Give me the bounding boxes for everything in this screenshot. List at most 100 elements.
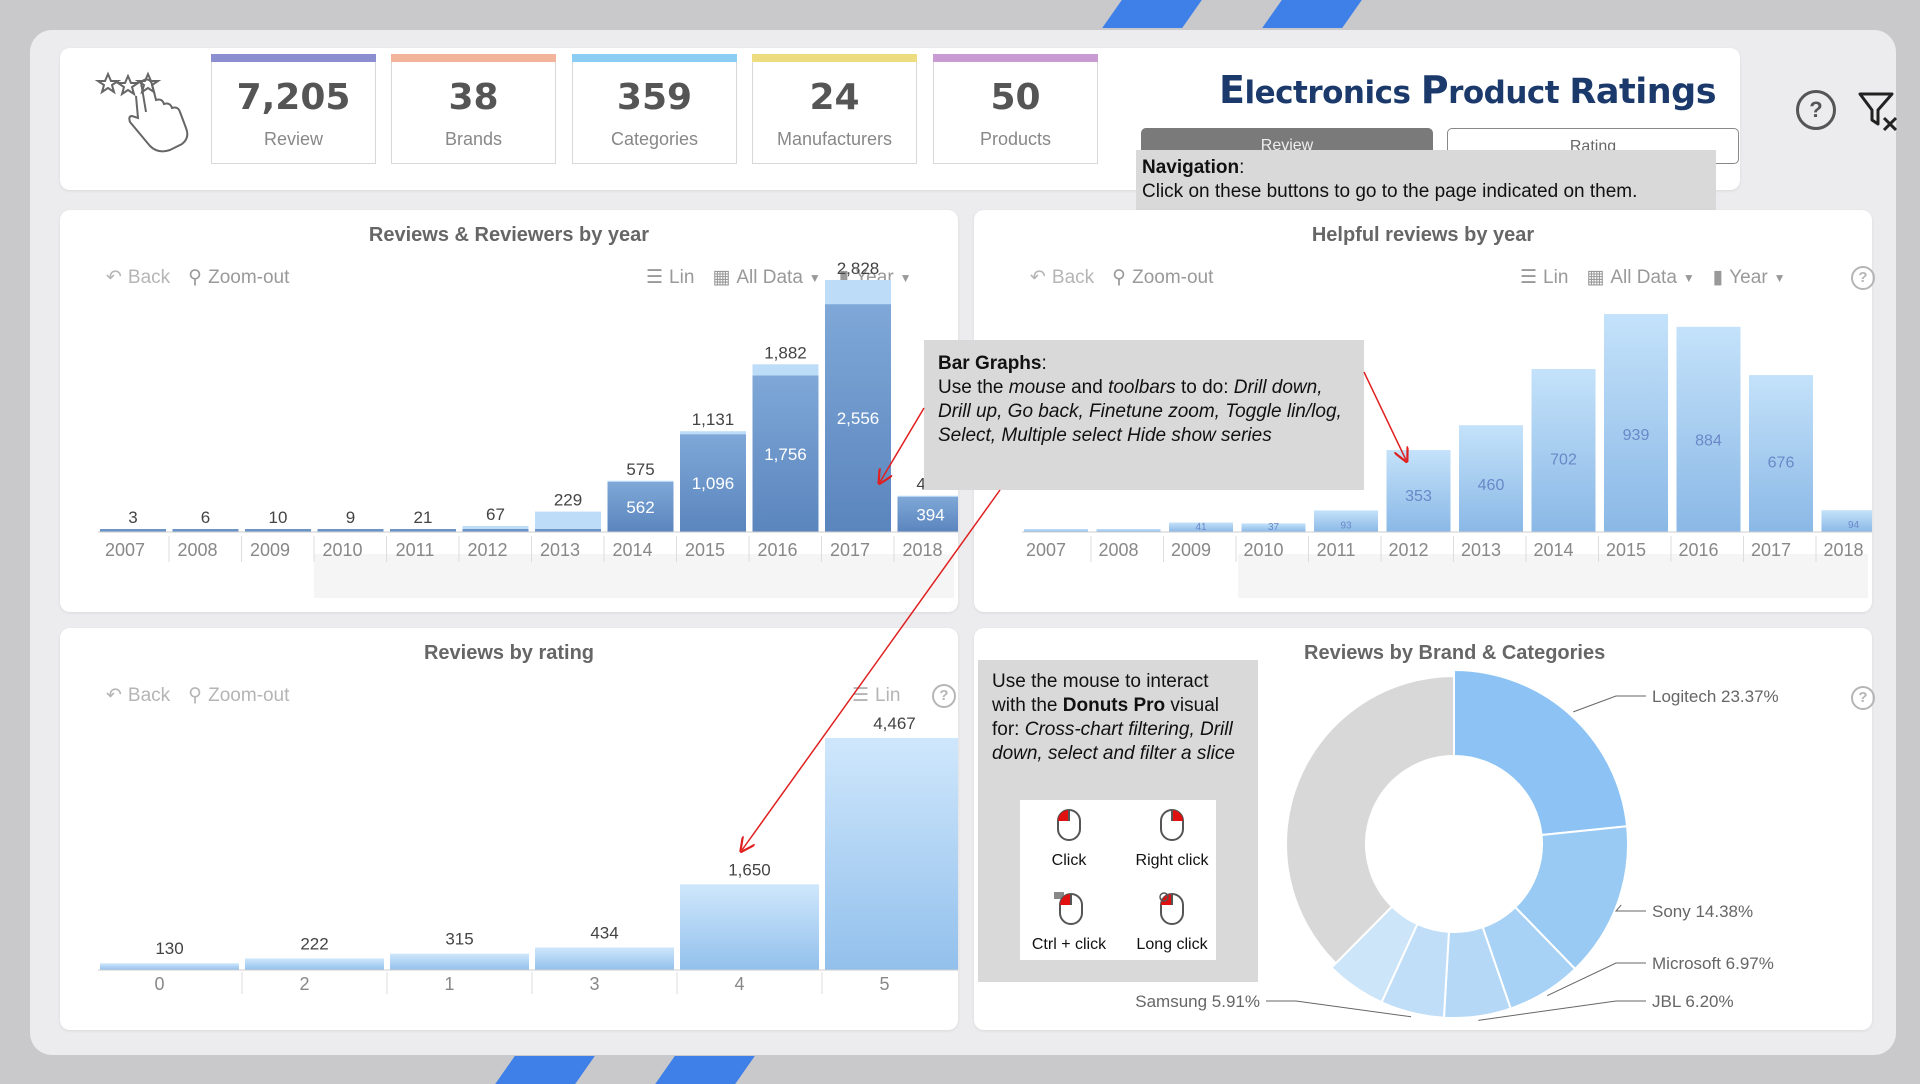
chart-toolbar: ↶ Back ⚲ Zoom-out bbox=[106, 266, 289, 289]
decorative-stripe bbox=[1262, 0, 1362, 28]
helpful-bar[interactable] bbox=[1169, 522, 1233, 532]
zoom-out-button[interactable]: Zoom-out bbox=[1132, 266, 1214, 288]
helpful-reviews-chart[interactable]: 2007 2008 41 2009 37 2010 93 2011 353 2012 460 2013… bbox=[974, 210, 1872, 612]
chart-toolbar-right: ☰ Lin ▦ All Data ▼ ▮ Year ▼ bbox=[1520, 266, 1786, 289]
reviewers-bar[interactable] bbox=[172, 529, 239, 532]
reviewers-bar[interactable] bbox=[680, 434, 746, 532]
zoom-out-button[interactable]: Zoom-out bbox=[208, 684, 290, 706]
title-part: E bbox=[1219, 68, 1245, 112]
rating-bar[interactable] bbox=[825, 738, 958, 970]
year-dropdown[interactable]: Year bbox=[1729, 266, 1768, 288]
back-button[interactable]: Back bbox=[127, 266, 171, 288]
donut-slice-label[interactable]: JBL 6.20% bbox=[1652, 992, 1734, 1011]
donut-slice-label[interactable]: Logitech 23.37% bbox=[1652, 687, 1779, 706]
reviews-value-label: 3 bbox=[128, 508, 137, 527]
x-tick-label: 2010 bbox=[1243, 540, 1283, 560]
x-tick-label: 2017 bbox=[1751, 540, 1791, 560]
mouse-action-label: Long click bbox=[1136, 936, 1208, 953]
all-data-dropdown[interactable]: All Data bbox=[1610, 266, 1677, 288]
x-tick-label: 2015 bbox=[685, 540, 725, 560]
chevron-down-icon[interactable]: ▼ bbox=[1682, 270, 1695, 285]
reviews-by-year-chart[interactable]: 3 2007 6 2008 10 2009 9 2010 21 2011 67 2012 229 2013… bbox=[60, 210, 958, 612]
tooltip-text-part: and bbox=[1065, 377, 1109, 398]
brand-donut-chart[interactable]: Logitech 23.37% Sony 14.38% Microsoft 6.97… bbox=[974, 628, 1872, 1030]
helpful-bar[interactable] bbox=[1821, 510, 1873, 532]
calendar-icon[interactable]: ▦ bbox=[1586, 267, 1605, 288]
zoom-out-button[interactable]: Zoom-out bbox=[208, 266, 290, 288]
chevron-down-icon[interactable]: ▼ bbox=[899, 270, 912, 285]
helpful-bar[interactable] bbox=[1314, 510, 1378, 532]
rating-bar[interactable] bbox=[390, 953, 529, 970]
bar-chart-icon[interactable]: ▮ bbox=[1712, 267, 1724, 288]
tooltip-text: Use the mouse and toolbars to do: Drill … bbox=[938, 376, 1350, 448]
zoom-out-icon[interactable]: ⚲ bbox=[1112, 267, 1127, 288]
donut-slice-label[interactable]: Samsung 5.91% bbox=[1135, 992, 1260, 1011]
reviewers-bar[interactable] bbox=[390, 529, 456, 532]
helpful-value-label: 939 bbox=[1623, 427, 1650, 444]
mouse-action-ctrl-click: Ctrl + click bbox=[1024, 892, 1114, 957]
reviews-bar[interactable] bbox=[535, 511, 601, 532]
rating-bar[interactable] bbox=[245, 958, 384, 970]
bar-chart-icon[interactable]: ▮ bbox=[838, 267, 850, 288]
helpful-bar[interactable] bbox=[1096, 529, 1161, 532]
list-icon[interactable]: ☰ bbox=[646, 267, 664, 288]
rating-bar[interactable] bbox=[680, 884, 819, 970]
help-icon[interactable]: ? bbox=[1796, 90, 1836, 130]
page-title: Electronics Product Ratings bbox=[1219, 68, 1717, 112]
tooltip-text-part: mouse bbox=[1008, 377, 1066, 398]
helpful-bar[interactable] bbox=[1024, 529, 1088, 532]
reviewers-bar[interactable] bbox=[607, 481, 674, 532]
helpful-bar[interactable] bbox=[1749, 375, 1813, 532]
mouse-ctrl-click-icon bbox=[1054, 892, 1083, 925]
calendar-icon[interactable]: ▦ bbox=[712, 267, 731, 288]
donut-leader-line bbox=[1266, 1000, 1412, 1018]
panel-title: Reviews & Reviewers by year bbox=[368, 224, 650, 246]
back-button[interactable]: Back bbox=[127, 684, 171, 706]
x-tick-label: 2008 bbox=[1098, 540, 1138, 560]
zoom-out-icon[interactable]: ⚲ bbox=[188, 685, 203, 706]
help-icon[interactable]: ? bbox=[1851, 686, 1875, 710]
reviewers-bar[interactable] bbox=[100, 529, 166, 532]
helpful-bar[interactable] bbox=[1531, 369, 1596, 532]
reviewers-value-label: 562 bbox=[626, 498, 654, 517]
donut-slice[interactable] bbox=[1330, 905, 1419, 1004]
reviewers-bar[interactable] bbox=[462, 529, 529, 532]
rating-bar[interactable] bbox=[100, 963, 239, 970]
helpful-bar[interactable] bbox=[1459, 425, 1523, 532]
chevron-down-icon[interactable]: ▼ bbox=[808, 270, 821, 285]
back-icon[interactable]: ↶ bbox=[1030, 267, 1046, 288]
clear-filter-icon[interactable] bbox=[1856, 90, 1900, 134]
donut-slice[interactable] bbox=[1285, 674, 1455, 965]
donut-slice-label[interactable]: Sony 14.38% bbox=[1652, 902, 1753, 921]
donut-slice[interactable] bbox=[1453, 668, 1629, 837]
rating-bar[interactable] bbox=[535, 947, 674, 970]
donut-slice-label[interactable]: Microsoft 6.97% bbox=[1652, 954, 1774, 973]
all-data-dropdown[interactable]: All Data bbox=[736, 266, 803, 288]
reviews-value-label: 1,882 bbox=[764, 343, 807, 362]
list-icon[interactable]: ☰ bbox=[1520, 267, 1538, 288]
mouse-long-click-icon bbox=[1159, 892, 1184, 925]
help-icon[interactable]: ? bbox=[1851, 266, 1875, 290]
lin-toggle[interactable]: Lin bbox=[669, 266, 695, 288]
back-icon[interactable]: ↶ bbox=[106, 685, 122, 706]
helpful-bar[interactable] bbox=[1676, 326, 1741, 532]
back-button[interactable]: Back bbox=[1051, 266, 1095, 288]
lin-toggle[interactable]: Lin bbox=[1543, 266, 1569, 288]
x-tick-label: 2014 bbox=[612, 540, 652, 560]
zoom-out-icon[interactable]: ⚲ bbox=[188, 267, 203, 288]
reviewers-bar[interactable] bbox=[317, 529, 384, 532]
reviews-value-label: 9 bbox=[346, 508, 355, 527]
reviewers-bar[interactable] bbox=[535, 529, 601, 532]
x-tick-label: 2014 bbox=[1533, 540, 1573, 560]
tooltip-text: Click on these buttons to go to the page… bbox=[1142, 181, 1638, 202]
helpful-bar[interactable] bbox=[1604, 314, 1668, 532]
chevron-down-icon[interactable]: ▼ bbox=[1773, 270, 1786, 285]
kpi-accent-bar bbox=[572, 54, 737, 62]
helpful-bar[interactable] bbox=[1241, 523, 1306, 532]
kpi-value: 7,205 bbox=[236, 77, 351, 118]
panel-title: Helpful reviews by year bbox=[1311, 224, 1535, 246]
back-icon[interactable]: ↶ bbox=[106, 267, 122, 288]
reviewers-bar[interactable] bbox=[245, 529, 311, 532]
reviews-value-label: 2,828 bbox=[837, 259, 880, 278]
